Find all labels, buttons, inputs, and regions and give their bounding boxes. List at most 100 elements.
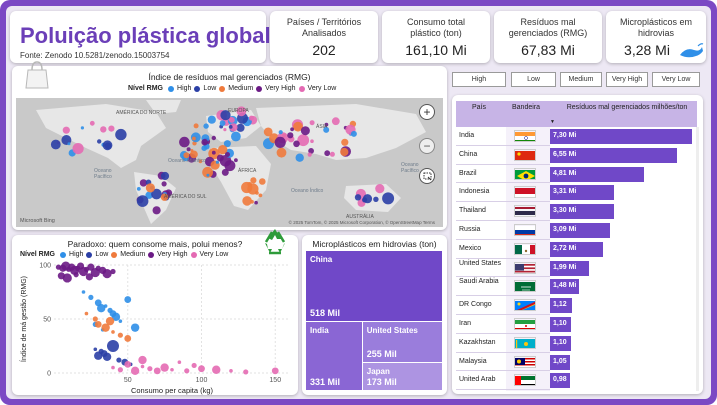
map-bubble[interactable] — [202, 166, 214, 178]
sort-desc-icon[interactable]: ▼ — [550, 119, 555, 125]
map-bubble[interactable] — [258, 193, 263, 198]
map-bubble[interactable] — [190, 150, 198, 159]
table-cell-country[interactable]: Thailand — [459, 207, 486, 215]
scatter-point[interactable] — [130, 366, 140, 376]
scatter-plot[interactable]: 0 50 100 50 100 150 Consumo per capita (kg) Índ… — [14, 261, 296, 395]
filter-very-low[interactable]: Very Low — [652, 72, 700, 87]
map-bubble[interactable] — [220, 110, 231, 121]
value-bar[interactable] — [550, 185, 615, 201]
map-bubble[interactable] — [259, 178, 266, 185]
map-bubble[interactable] — [350, 130, 357, 137]
map-bubble[interactable] — [102, 140, 113, 151]
map-bubble[interactable] — [228, 125, 233, 129]
value-bar[interactable] — [550, 129, 692, 144]
map-bubble[interactable] — [323, 126, 330, 133]
zoom-out-button[interactable]: − — [419, 138, 435, 154]
map-bubble[interactable] — [108, 125, 115, 132]
value-bar[interactable] — [550, 147, 678, 163]
table-cell-country[interactable]: India — [459, 132, 475, 139]
map-bubble[interactable] — [62, 126, 70, 134]
map-bubble[interactable] — [236, 106, 247, 117]
value-bar[interactable] — [550, 204, 615, 220]
scatter-point[interactable] — [124, 360, 132, 368]
scatter-point[interactable] — [102, 269, 112, 279]
map-bubble[interactable] — [362, 194, 373, 204]
table-cell-country[interactable]: Brazil — [459, 169, 477, 177]
map-bubble[interactable] — [161, 181, 167, 187]
map-bubble[interactable] — [293, 121, 303, 132]
table-cell-country[interactable]: Mexico — [459, 244, 482, 252]
treemap-cell[interactable]: United States 255 Mil — [362, 321, 442, 363]
map-bubble[interactable] — [248, 115, 254, 121]
map-bubble[interactable] — [324, 122, 329, 127]
scatter-point[interactable] — [88, 294, 94, 300]
scatter-point[interactable] — [93, 347, 98, 352]
value-bar[interactable] — [550, 166, 644, 182]
scatter-point[interactable] — [229, 369, 233, 373]
map-bubble[interactable] — [308, 148, 314, 154]
map-bubble[interactable] — [310, 139, 314, 143]
map-bubble[interactable] — [229, 117, 235, 123]
map-bubble[interactable] — [211, 150, 216, 155]
scatter-point[interactable] — [212, 365, 221, 374]
map-bubble[interactable] — [193, 123, 199, 129]
map-bubble[interactable] — [190, 132, 201, 143]
map-bubble[interactable] — [136, 195, 149, 207]
scatter-point[interactable] — [116, 357, 122, 363]
map-bubble[interactable] — [300, 126, 310, 136]
map-bubble[interactable] — [160, 193, 169, 201]
scatter-point[interactable] — [85, 273, 93, 281]
map-bubble[interactable] — [139, 179, 148, 187]
filter-high[interactable]: High — [452, 72, 506, 87]
scatter-point[interactable] — [243, 369, 249, 375]
lasso-select-button[interactable] — [419, 168, 435, 184]
map-bubble[interactable] — [225, 152, 230, 157]
value-bar[interactable] — [550, 335, 572, 351]
table-cell-country[interactable]: Russia — [459, 226, 481, 233]
map-bubble[interactable] — [242, 196, 252, 206]
map-bubble[interactable] — [201, 138, 208, 146]
table-cell-country[interactable]: Malaysia — [459, 357, 487, 365]
map-bubble[interactable] — [179, 136, 190, 148]
scatter-point[interactable] — [117, 332, 123, 338]
map-bubble[interactable] — [203, 123, 209, 129]
map-bubble[interactable] — [255, 191, 259, 195]
map-bubble[interactable] — [215, 160, 219, 164]
map-bubble[interactable] — [234, 158, 238, 163]
treemap-cell[interactable]: China 518 Mil — [306, 251, 442, 321]
scatter-point[interactable] — [124, 296, 132, 303]
map-bubble[interactable] — [354, 194, 362, 201]
value-bar[interactable] — [550, 223, 611, 238]
map-bubble[interactable] — [331, 117, 340, 126]
scatter-point[interactable] — [160, 363, 169, 372]
scatter-point[interactable] — [102, 352, 112, 361]
map-bubble[interactable] — [89, 120, 95, 126]
world-map[interactable]: AMÉRICA DO NORTE EUROPA ÁSIA ÁFRICA AMÉR… — [16, 98, 443, 227]
scatter-point[interactable] — [124, 335, 132, 342]
map-bubble[interactable] — [145, 191, 153, 199]
map-bubble[interactable] — [324, 150, 331, 157]
map-bubble[interactable] — [198, 159, 203, 164]
scatter-point[interactable] — [73, 272, 79, 278]
table-cell-country[interactable]: United Arab — [459, 376, 496, 384]
value-bar[interactable] — [550, 354, 571, 370]
map-bubble[interactable] — [192, 136, 196, 141]
scatter-point[interactable] — [81, 290, 86, 294]
scatter-point[interactable] — [153, 367, 161, 375]
treemap-cell[interactable]: Japan 173 Mil — [362, 363, 442, 390]
map-bubble[interactable] — [223, 140, 231, 148]
scatter-point[interactable] — [198, 365, 205, 373]
scroll-track[interactable] — [696, 127, 699, 391]
map-bubble[interactable] — [115, 128, 127, 141]
scatter-point[interactable] — [103, 304, 108, 308]
scatter-point[interactable] — [170, 367, 174, 372]
filter-low[interactable]: Low — [511, 72, 556, 87]
value-bar[interactable] — [550, 373, 570, 389]
map-bubble[interactable] — [287, 132, 294, 139]
table-cell-country[interactable]: Indonesia — [459, 188, 490, 196]
scatter-point[interactable] — [97, 304, 106, 313]
map-bubble[interactable] — [223, 128, 227, 132]
map-bubble[interactable] — [293, 140, 300, 148]
map-bubble[interactable] — [382, 192, 395, 205]
map-bubble[interactable] — [183, 152, 190, 159]
